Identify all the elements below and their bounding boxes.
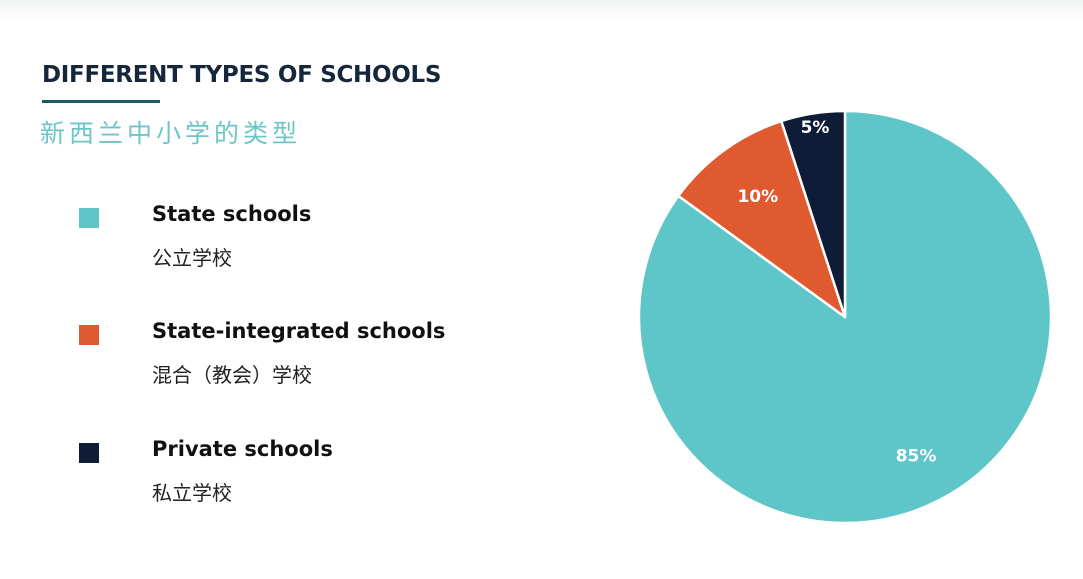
pie-label-state-integrated: 10% [737, 187, 778, 207]
page-subtitle: 新西兰中小学的类型 [40, 119, 302, 148]
pie-slice-state-integrated [677, 119, 847, 319]
legend-sublabel: 私立学校 [152, 481, 232, 505]
title-underline [42, 100, 160, 103]
legend-label: State schools [152, 202, 312, 226]
pie-label-state: 85% [896, 446, 937, 466]
legend-swatch [79, 208, 99, 228]
legend-swatch [79, 325, 99, 345]
pie-chart: 85% 10% 5% [637, 109, 1053, 525]
pie-label-private: 5% [801, 118, 830, 138]
legend-label: State-integrated schools [152, 319, 446, 343]
legend-sublabel: 公立学校 [152, 246, 232, 270]
legend-label: Private schools [152, 437, 333, 461]
legend-swatch [79, 443, 99, 463]
page-title: DIFFERENT TYPES OF SCHOOLS [42, 62, 442, 88]
legend-item-state-integrated: State-integrated schools 混合（教会）学校 [0, 319, 520, 399]
top-bar [0, 0, 1083, 22]
legend-item-private: Private schools 私立学校 [0, 437, 520, 517]
pie-slice-private [780, 109, 847, 319]
legend-item-state: State schools 公立学校 [0, 202, 520, 282]
legend-sublabel: 混合（教会）学校 [152, 363, 312, 387]
